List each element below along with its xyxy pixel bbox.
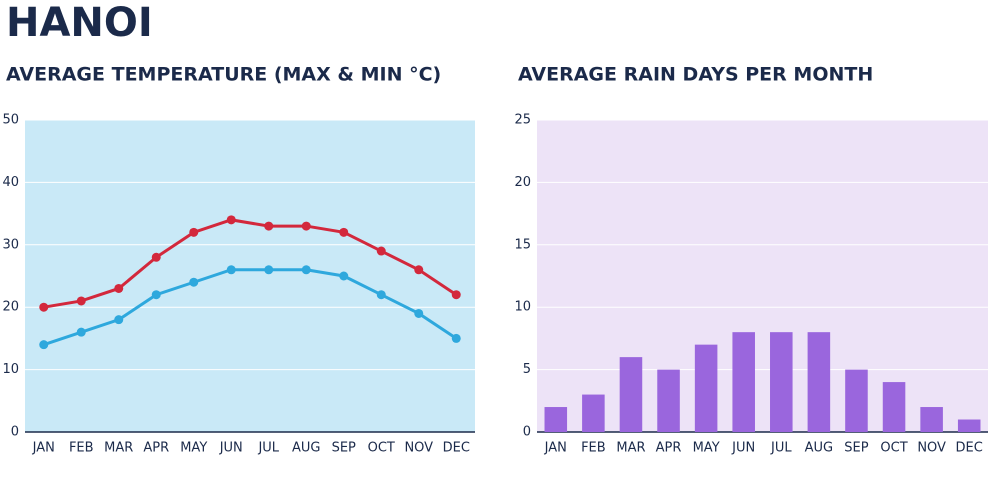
point xyxy=(376,246,386,256)
y-tick-label: 0 xyxy=(523,425,531,440)
point xyxy=(264,265,274,275)
x-tick-label: AUG xyxy=(805,441,833,456)
bar xyxy=(732,332,755,432)
line xyxy=(43,268,458,347)
point xyxy=(114,315,124,325)
x-tick-label: SEP xyxy=(844,441,868,456)
x-tick-label: JUL xyxy=(770,441,792,456)
y-tick-label: 25 xyxy=(514,113,531,128)
bar xyxy=(845,369,868,432)
x-tick-label: OCT xyxy=(368,441,395,456)
x-tick-label: AUG xyxy=(292,441,320,456)
y-tick-label: 10 xyxy=(2,362,19,377)
x-tick-label: DEC xyxy=(443,441,470,456)
point xyxy=(189,227,199,237)
point xyxy=(301,221,311,231)
x-tick-label: JAN xyxy=(544,441,567,456)
point xyxy=(376,290,386,300)
bar xyxy=(807,332,831,432)
point xyxy=(339,271,349,281)
x-tick-label: DEC xyxy=(956,441,983,456)
point xyxy=(451,290,461,300)
bar xyxy=(582,394,605,432)
bar xyxy=(882,382,906,432)
bar xyxy=(770,332,793,432)
bar xyxy=(619,357,643,432)
point xyxy=(76,296,86,306)
point xyxy=(151,252,161,262)
y-tick-label: 40 xyxy=(2,175,19,190)
page-title: HANOI xyxy=(6,0,153,46)
x-tick-label: FEB xyxy=(69,441,94,456)
y-tick-label: 20 xyxy=(2,300,19,315)
x-tick-label: MAR xyxy=(616,441,645,456)
x-tick-label: MAR xyxy=(104,441,133,456)
x-tick-label: JUL xyxy=(257,441,279,456)
x-tick-label: JAN xyxy=(32,441,55,456)
point xyxy=(76,327,86,337)
point xyxy=(414,308,424,318)
plot-background xyxy=(537,120,988,432)
point xyxy=(264,221,274,231)
point xyxy=(339,227,349,237)
x-tick-label: JUN xyxy=(731,441,755,456)
point xyxy=(39,302,49,312)
x-tick-label: OCT xyxy=(880,441,907,456)
x-tick-label: APR xyxy=(656,441,682,456)
y-tick-label: 50 xyxy=(2,113,19,128)
point xyxy=(301,265,311,275)
y-tick-label: 0 xyxy=(11,425,19,440)
plot-background xyxy=(25,120,475,432)
bar xyxy=(544,407,568,432)
bar xyxy=(657,369,680,432)
point xyxy=(189,277,199,287)
point xyxy=(226,265,236,275)
point xyxy=(414,265,424,275)
line xyxy=(43,218,458,309)
chart-title: AVERAGE RAIN DAYS PER MONTH xyxy=(518,64,873,86)
point xyxy=(226,215,236,225)
point xyxy=(39,340,49,350)
x-tick-label: MAY xyxy=(180,441,207,456)
y-tick-label: 20 xyxy=(514,175,531,190)
bar xyxy=(957,419,981,432)
bar xyxy=(920,407,943,432)
y-tick-label: 10 xyxy=(514,300,531,315)
y-tick-label: 15 xyxy=(514,237,531,252)
x-tick-label: NOV xyxy=(917,441,946,456)
x-tick-label: MAY xyxy=(693,441,720,456)
y-tick-label: 30 xyxy=(2,237,19,252)
chart-title: AVERAGE TEMPERATURE (MAX & MIN °C) xyxy=(6,64,441,86)
point xyxy=(151,290,161,300)
x-tick-label: APR xyxy=(143,441,169,456)
y-tick-label: 5 xyxy=(523,362,531,377)
x-tick-label: FEB xyxy=(581,441,606,456)
x-tick-label: NOV xyxy=(404,441,433,456)
bar xyxy=(694,344,718,432)
x-tick-label: SEP xyxy=(332,441,356,456)
point xyxy=(114,283,124,293)
x-tick-label: JUN xyxy=(219,441,243,456)
point xyxy=(451,333,461,343)
